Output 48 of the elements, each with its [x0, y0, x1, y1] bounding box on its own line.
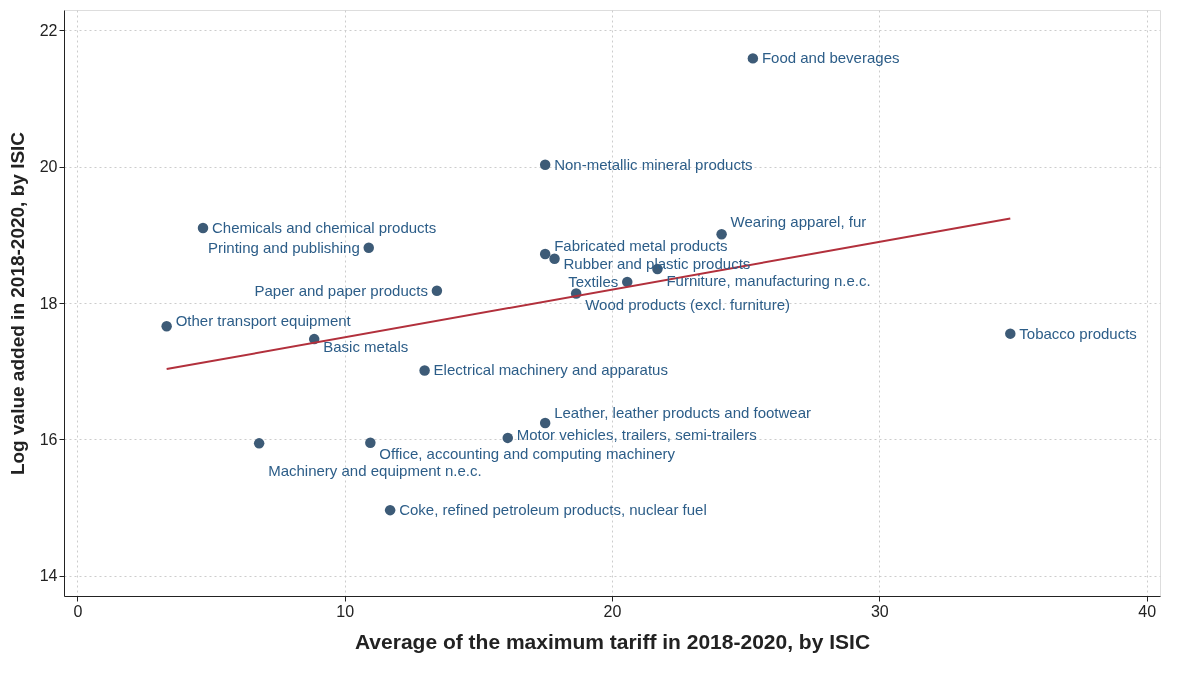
point	[621, 276, 633, 288]
annotation: Chemicals and chemical products	[212, 219, 437, 237]
annotation: Leather, leather products and footwear	[554, 403, 812, 421]
y-tick-label: 18	[39, 294, 58, 312]
point	[1005, 328, 1016, 339]
x-tick-label: 0	[73, 602, 83, 620]
annotation: Printing and publishing	[207, 238, 360, 256]
annotation: Textiles	[568, 272, 619, 290]
point	[161, 320, 172, 332]
y-tick-label: 16	[39, 430, 58, 448]
point	[549, 253, 560, 264]
x-tick-label: 30	[870, 602, 889, 620]
annotation: Office, accounting and computing machinery	[379, 444, 676, 462]
point	[431, 285, 443, 296]
x-tick-label: 20	[603, 602, 622, 620]
annotation: Motor vehicles, trailers, semi-trailers	[516, 425, 757, 443]
point	[747, 53, 759, 64]
annotation: Wood products (excl. furniture)	[585, 296, 790, 314]
y-tick-label: 22	[39, 21, 58, 39]
point	[253, 438, 265, 449]
point	[502, 432, 513, 444]
annotation: Electrical machinery and apparatus	[433, 361, 668, 379]
x-tick-label: 10	[336, 602, 355, 620]
y-tick-label: 20	[39, 158, 58, 176]
annotation: Machinery and equipment n.e.c.	[268, 462, 482, 480]
point	[363, 242, 374, 254]
annotation: Furniture, manufacturing n.e.c.	[666, 271, 871, 289]
annotation: Paper and paper products	[254, 281, 428, 299]
annotation: Food and beverages	[761, 49, 900, 67]
point	[539, 248, 551, 260]
x-axis-title: Average of the maximum tariff in 2018-2020, by ISIC	[354, 629, 871, 653]
annotation: Coke, refined petroleum products, nuclear fuel	[399, 501, 707, 519]
point	[716, 228, 727, 240]
annotation: Wearing apparel, fur	[730, 213, 867, 231]
point	[384, 504, 396, 516]
annotation: Tobacco products	[1019, 324, 1137, 342]
y-axis-title: Log value added in 2018-2020, by ISIC	[6, 131, 28, 476]
annotation: Basic metals	[323, 338, 409, 356]
point	[539, 159, 551, 170]
point	[539, 417, 551, 429]
y-tick-label: 14	[39, 567, 58, 585]
point	[365, 437, 376, 448]
point	[419, 365, 430, 376]
point	[197, 222, 209, 234]
annotation: Fabricated metal products	[554, 236, 728, 254]
annotation: Non-metallic mineral products	[554, 155, 753, 173]
annotation: Other transport equipment	[175, 312, 352, 330]
x-tick-label: 40	[1138, 602, 1157, 620]
